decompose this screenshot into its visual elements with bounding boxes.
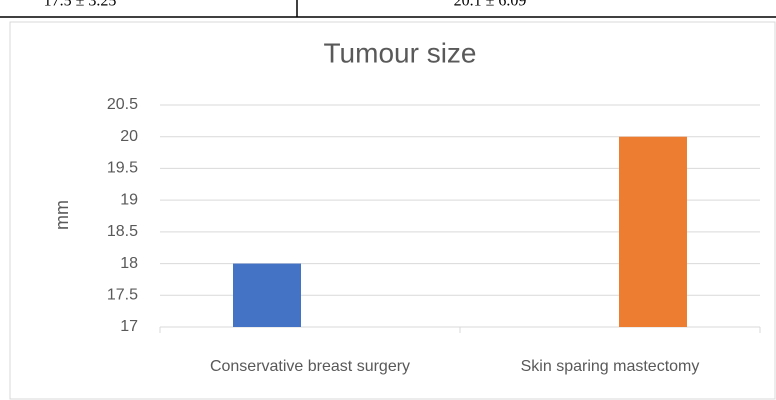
y-tick-label: 19 bbox=[120, 191, 138, 208]
y-tick-label: 20 bbox=[120, 128, 138, 145]
y-axis-label: mm bbox=[52, 200, 72, 230]
table-cell: 17.5 ± 3.25 bbox=[44, 0, 117, 10]
chart-title: Tumour size bbox=[323, 37, 476, 68]
y-tick-label: 18.5 bbox=[107, 223, 138, 240]
bar bbox=[619, 136, 687, 327]
y-tick-label: 17.5 bbox=[107, 287, 138, 304]
x-tick-label: Skin sparing mastectomy bbox=[521, 358, 700, 375]
y-tick-label: 17 bbox=[120, 318, 138, 335]
y-tick-label: 20.5 bbox=[107, 96, 138, 113]
bar bbox=[233, 263, 301, 327]
y-tick-label: 18 bbox=[120, 255, 138, 272]
x-tick-label: Conservative breast surgery bbox=[210, 358, 410, 375]
table-cell: 20.1 ± 6.09 bbox=[454, 0, 527, 10]
chart-border bbox=[9, 21, 776, 400]
y-tick-label: 19.5 bbox=[107, 160, 138, 177]
